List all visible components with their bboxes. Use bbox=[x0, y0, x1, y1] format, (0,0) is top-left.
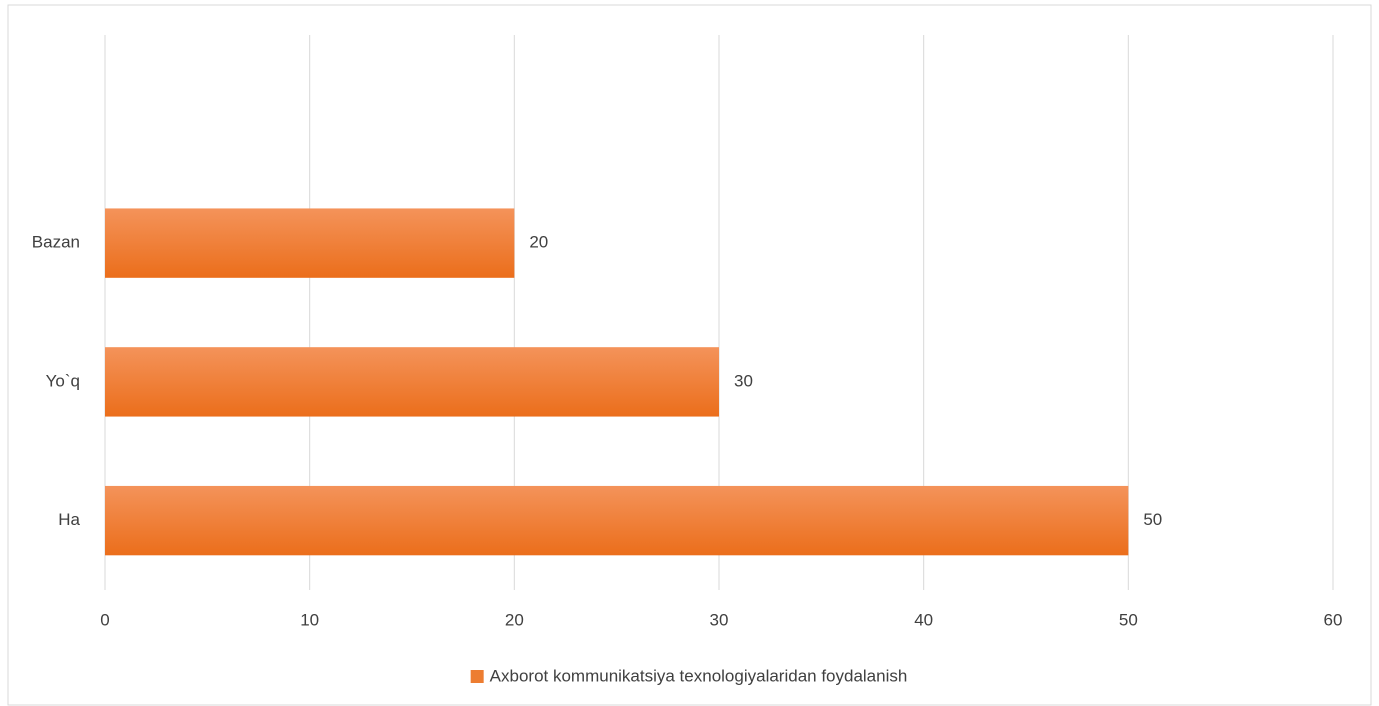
data-label: 30 bbox=[734, 371, 753, 390]
y-tick-label: Yo`q bbox=[46, 371, 80, 390]
x-tick-label: 10 bbox=[300, 610, 319, 629]
x-tick-label: 0 bbox=[100, 610, 109, 629]
x-tick-label: 60 bbox=[1324, 610, 1343, 629]
bar bbox=[105, 208, 515, 278]
bar bbox=[105, 347, 719, 417]
bar bbox=[105, 485, 1129, 556]
data-label: 50 bbox=[1143, 510, 1162, 529]
x-tick-label: 40 bbox=[914, 610, 933, 629]
legend-swatch bbox=[470, 670, 484, 683]
x-tick-label: 20 bbox=[505, 610, 524, 629]
x-tick-label: 50 bbox=[1119, 610, 1138, 629]
x-tick-label: 30 bbox=[710, 610, 729, 629]
y-tick-label: Bazan bbox=[32, 233, 80, 252]
legend-label: Axborot kommunikatsiya texnologiyalarida… bbox=[490, 666, 908, 685]
data-label: 20 bbox=[529, 233, 548, 252]
y-tick-label: Ha bbox=[58, 510, 80, 529]
